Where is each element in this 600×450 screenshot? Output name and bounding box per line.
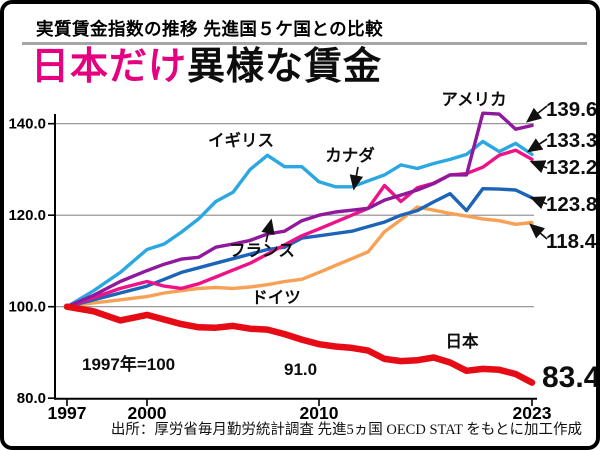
x-tick-2010: 2010 bbox=[300, 403, 339, 423]
end-value-japan: 83.4 bbox=[542, 361, 600, 394]
y-tick-100: 100.0 bbox=[8, 299, 46, 316]
series-label-japan: 日本 bbox=[446, 331, 480, 351]
series-label-uk: イギリス bbox=[208, 131, 274, 150]
line-ドイツ bbox=[65, 205, 534, 309]
series-label-germany: ドイツ bbox=[251, 289, 301, 307]
label-arrows bbox=[261, 105, 548, 243]
x-tick-2000: 2000 bbox=[128, 403, 167, 423]
arrow-canada bbox=[349, 166, 364, 191]
arrow-value-139-6 bbox=[525, 105, 548, 123]
end-value-france: 123.8 bbox=[546, 193, 597, 216]
header-divider bbox=[22, 42, 587, 45]
series-lines bbox=[63, 111, 536, 386]
y-tick-80: 80.0 bbox=[17, 390, 46, 407]
x-tick-1997: 1997 bbox=[48, 403, 87, 423]
axes bbox=[54, 114, 537, 400]
line-イギリス bbox=[65, 139, 534, 309]
arrow-value-123-8 bbox=[529, 196, 548, 210]
arrow-value-118-4 bbox=[529, 223, 548, 240]
end-value-germany: 118.4 bbox=[546, 230, 597, 253]
source-note: 出所：厚労省毎月勤労統計調査 先進5ヵ国 OECD STAT をもとに加工作成 bbox=[110, 422, 582, 438]
x-tick-2023: 2023 bbox=[513, 403, 552, 423]
headline-highlight: 日本だけ bbox=[31, 46, 188, 88]
line-アメリカ bbox=[65, 111, 534, 309]
series-label-france: フランス bbox=[229, 242, 295, 260]
base-year-note: 1997年=100 bbox=[82, 354, 175, 374]
chart-kicker: 実質賃金指数の推移 先進国５ケ国との比較 bbox=[36, 19, 384, 39]
arrow-value-133-3 bbox=[526, 138, 548, 153]
series-label-canada: カナダ bbox=[325, 145, 375, 165]
wage-line-chart: 140.0 120.0 100.0 80.0 1997 2000 2010 20… bbox=[8, 90, 600, 423]
end-value-uk: 133.3 bbox=[546, 129, 597, 152]
line-フランス bbox=[65, 186, 534, 309]
line-日本 bbox=[63, 303, 536, 386]
series-label-usa: アメリカ bbox=[441, 90, 506, 109]
japan-mid-value: 91.0 bbox=[284, 360, 317, 379]
end-value-canada: 132.2 bbox=[546, 156, 597, 179]
end-value-usa: 139.6 bbox=[546, 98, 597, 121]
y-tick-120: 120.0 bbox=[8, 207, 46, 224]
page-title: 日本だけ異様な賃金 bbox=[31, 46, 383, 88]
y-tick-140: 140.0 bbox=[8, 116, 46, 133]
x-axis-ticks bbox=[66, 398, 533, 406]
headline-rest: 異様な賃金 bbox=[187, 46, 383, 88]
arrow-france bbox=[261, 218, 275, 243]
arrow-value-132-2 bbox=[529, 160, 548, 174]
y-axis-ticks bbox=[48, 122, 55, 400]
